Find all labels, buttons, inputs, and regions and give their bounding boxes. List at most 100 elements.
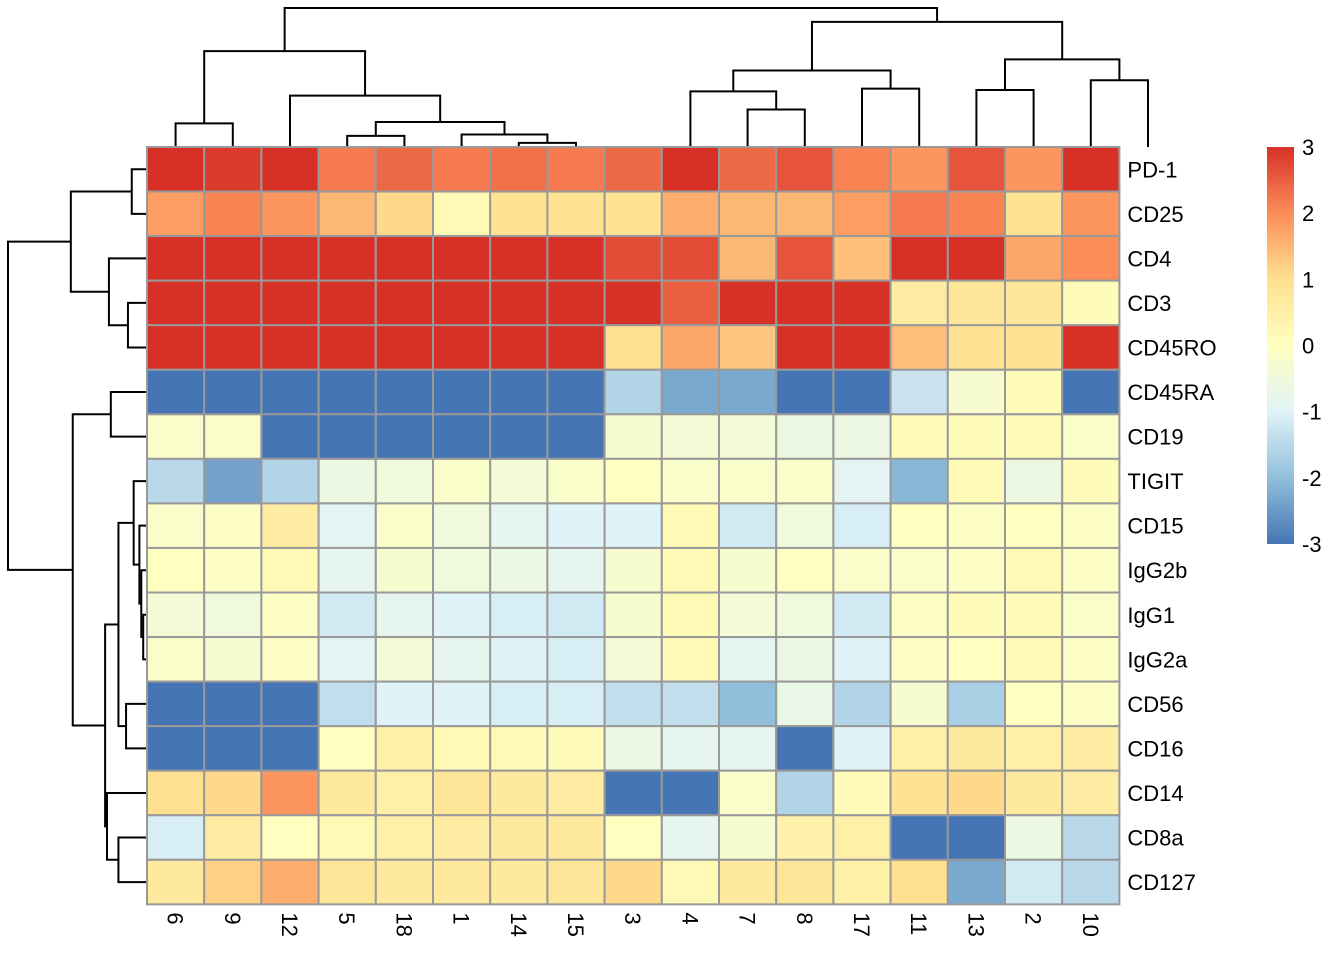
heatmap-cell <box>832 591 892 639</box>
heatmap-cell <box>1061 413 1121 460</box>
column-dendrogram-branch <box>746 108 806 147</box>
column-label: 13 <box>963 912 988 936</box>
heatmap-cell <box>146 814 206 861</box>
heatmap-cell <box>1061 636 1121 683</box>
heatmap-cell <box>432 769 492 817</box>
heatmap-cell <box>317 368 377 416</box>
heatmap-cell <box>374 680 434 728</box>
heatmap-cell <box>946 858 1006 906</box>
heatmap-cell <box>146 502 206 549</box>
heatmap-cell <box>546 680 606 728</box>
heatmap-cell <box>203 591 263 639</box>
heatmap-cell <box>1061 146 1121 193</box>
column-label: 12 <box>277 912 302 936</box>
column-dendrogram-branch <box>1089 79 1149 147</box>
row-label: IgG2a <box>1127 647 1188 672</box>
heatmap-cell <box>718 190 778 238</box>
heatmap-cell <box>889 546 949 594</box>
heatmap-cell <box>260 591 320 639</box>
row-dendrogram-branch <box>104 623 119 828</box>
heatmap-cell <box>889 680 949 728</box>
heatmap-cell <box>374 546 434 594</box>
heatmap-cell <box>1004 146 1064 193</box>
heatmap-cell <box>260 858 320 906</box>
heatmap-cell <box>203 413 263 460</box>
heatmap-cell <box>317 413 377 460</box>
heatmap-cell <box>775 413 835 460</box>
heatmap-cell <box>775 725 835 772</box>
heatmap-cell <box>374 591 434 639</box>
heatmap-cell <box>718 725 778 772</box>
heatmap-cell <box>1004 502 1064 549</box>
column-label: 9 <box>220 912 245 924</box>
heatmap-cell <box>775 324 835 371</box>
heatmap-cell <box>1061 235 1121 282</box>
heatmap-cell <box>203 636 263 683</box>
column-label: 4 <box>677 912 702 924</box>
heatmap-cell <box>260 190 320 238</box>
heatmap-cell <box>1061 457 1121 505</box>
heatmap-cell <box>946 636 1006 683</box>
heatmap-cells <box>146 146 1121 906</box>
column-label: 8 <box>792 912 817 924</box>
heatmap-cell <box>1061 814 1121 861</box>
heatmap-cell <box>718 457 778 505</box>
heatmap-cell <box>317 324 377 371</box>
color-legend: 3 2 1 0 -1 -2 -3 <box>1267 135 1322 557</box>
heatmap-cell <box>660 279 720 327</box>
heatmap-cell <box>374 457 434 505</box>
heatmap-cell <box>660 146 720 193</box>
heatmap-cell <box>832 190 892 238</box>
row-label: CD19 <box>1127 425 1183 450</box>
heatmap-cell <box>317 235 377 282</box>
heatmap-cell <box>374 279 434 327</box>
heatmap-cell <box>1004 413 1064 460</box>
heatmap-cell <box>432 546 492 594</box>
heatmap-cell <box>489 858 549 906</box>
row-label: IgG2b <box>1127 558 1187 583</box>
heatmap-cell <box>660 769 720 817</box>
heatmap-cell <box>146 279 206 327</box>
heatmap-cell <box>1061 591 1121 639</box>
heatmap-cell <box>546 457 606 505</box>
heatmap-cell <box>546 636 606 683</box>
row-dendrogram-branch <box>138 524 147 605</box>
heatmap-cell <box>546 591 606 639</box>
heatmap-cell <box>546 814 606 861</box>
row-label: PD-1 <box>1127 157 1177 182</box>
heatmap-cell <box>374 146 434 193</box>
heatmap-cell <box>889 146 949 193</box>
heatmap-cell <box>946 368 1006 416</box>
heatmap-cell <box>832 725 892 772</box>
heatmap-cell <box>775 858 835 906</box>
heatmap-cell <box>489 146 549 193</box>
heatmap-cell <box>146 725 206 772</box>
heatmap-cell <box>317 636 377 683</box>
heatmap-cell <box>889 457 949 505</box>
column-dendrogram-branch <box>174 122 234 147</box>
heatmap-cell <box>889 324 949 371</box>
heatmap-cell <box>832 457 892 505</box>
heatmap-cell <box>946 324 1006 371</box>
heatmap-cell <box>718 324 778 371</box>
heatmap-cell <box>317 502 377 549</box>
heatmap-cell <box>374 324 434 371</box>
heatmap-cell <box>489 190 549 238</box>
heatmap-cell <box>146 591 206 639</box>
row-dendrogram-branch <box>125 702 147 750</box>
row-dendrogram-branch <box>106 791 147 861</box>
column-label: 2 <box>1021 912 1046 924</box>
heatmap-cell <box>203 502 263 549</box>
heatmap-cell <box>775 680 835 728</box>
heatmap-cell <box>546 324 606 371</box>
heatmap-cell <box>660 190 720 238</box>
heatmap-cell <box>660 591 720 639</box>
heatmap-cell <box>317 546 377 594</box>
heatmap-cell <box>660 680 720 728</box>
row-label: CD56 <box>1127 692 1183 717</box>
heatmap-cell <box>1004 725 1064 772</box>
heatmap-cell <box>718 814 778 861</box>
heatmap-cell <box>203 457 263 505</box>
column-dendrogram-branch <box>861 87 921 147</box>
